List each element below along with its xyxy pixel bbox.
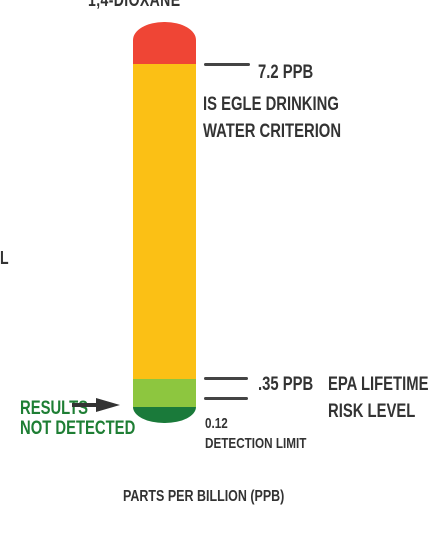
marker-mid-value: .35 PPB <box>258 374 314 395</box>
marker-mid-desc-1: EPA LIFETIME <box>328 374 429 395</box>
marker-high-value: 7.2 PPB <box>258 62 314 83</box>
partial-left-label: L <box>0 248 9 268</box>
tick-high <box>204 63 250 66</box>
tick-low <box>204 397 248 400</box>
tube-segment-yellow <box>133 64 196 399</box>
marker-high-desc-1: IS EGLE DRINKING <box>203 94 339 115</box>
chart-title: 1,4-DIOXANE <box>88 0 181 10</box>
marker-low-desc: DETECTION LIMIT <box>205 435 307 452</box>
result-arrow-shaft <box>72 403 98 407</box>
result-line-1: RESULTS <box>20 398 89 419</box>
tube-segment-light-green <box>133 379 196 407</box>
result-line-2: NOT DETECTED <box>20 418 136 439</box>
axis-label: PARTS PER BILLION (PPB) <box>123 488 285 505</box>
tick-mid <box>204 377 248 380</box>
concentration-tube <box>133 22 196 423</box>
tube-segment-dark-green <box>133 407 196 423</box>
result-arrow-icon <box>96 398 120 412</box>
marker-high-desc-2: WATER CRITERION <box>203 121 342 142</box>
tube-segment-red <box>133 22 196 64</box>
marker-mid-desc-2: RISK LEVEL <box>328 401 416 422</box>
marker-low-value: 0.12 <box>205 415 228 432</box>
